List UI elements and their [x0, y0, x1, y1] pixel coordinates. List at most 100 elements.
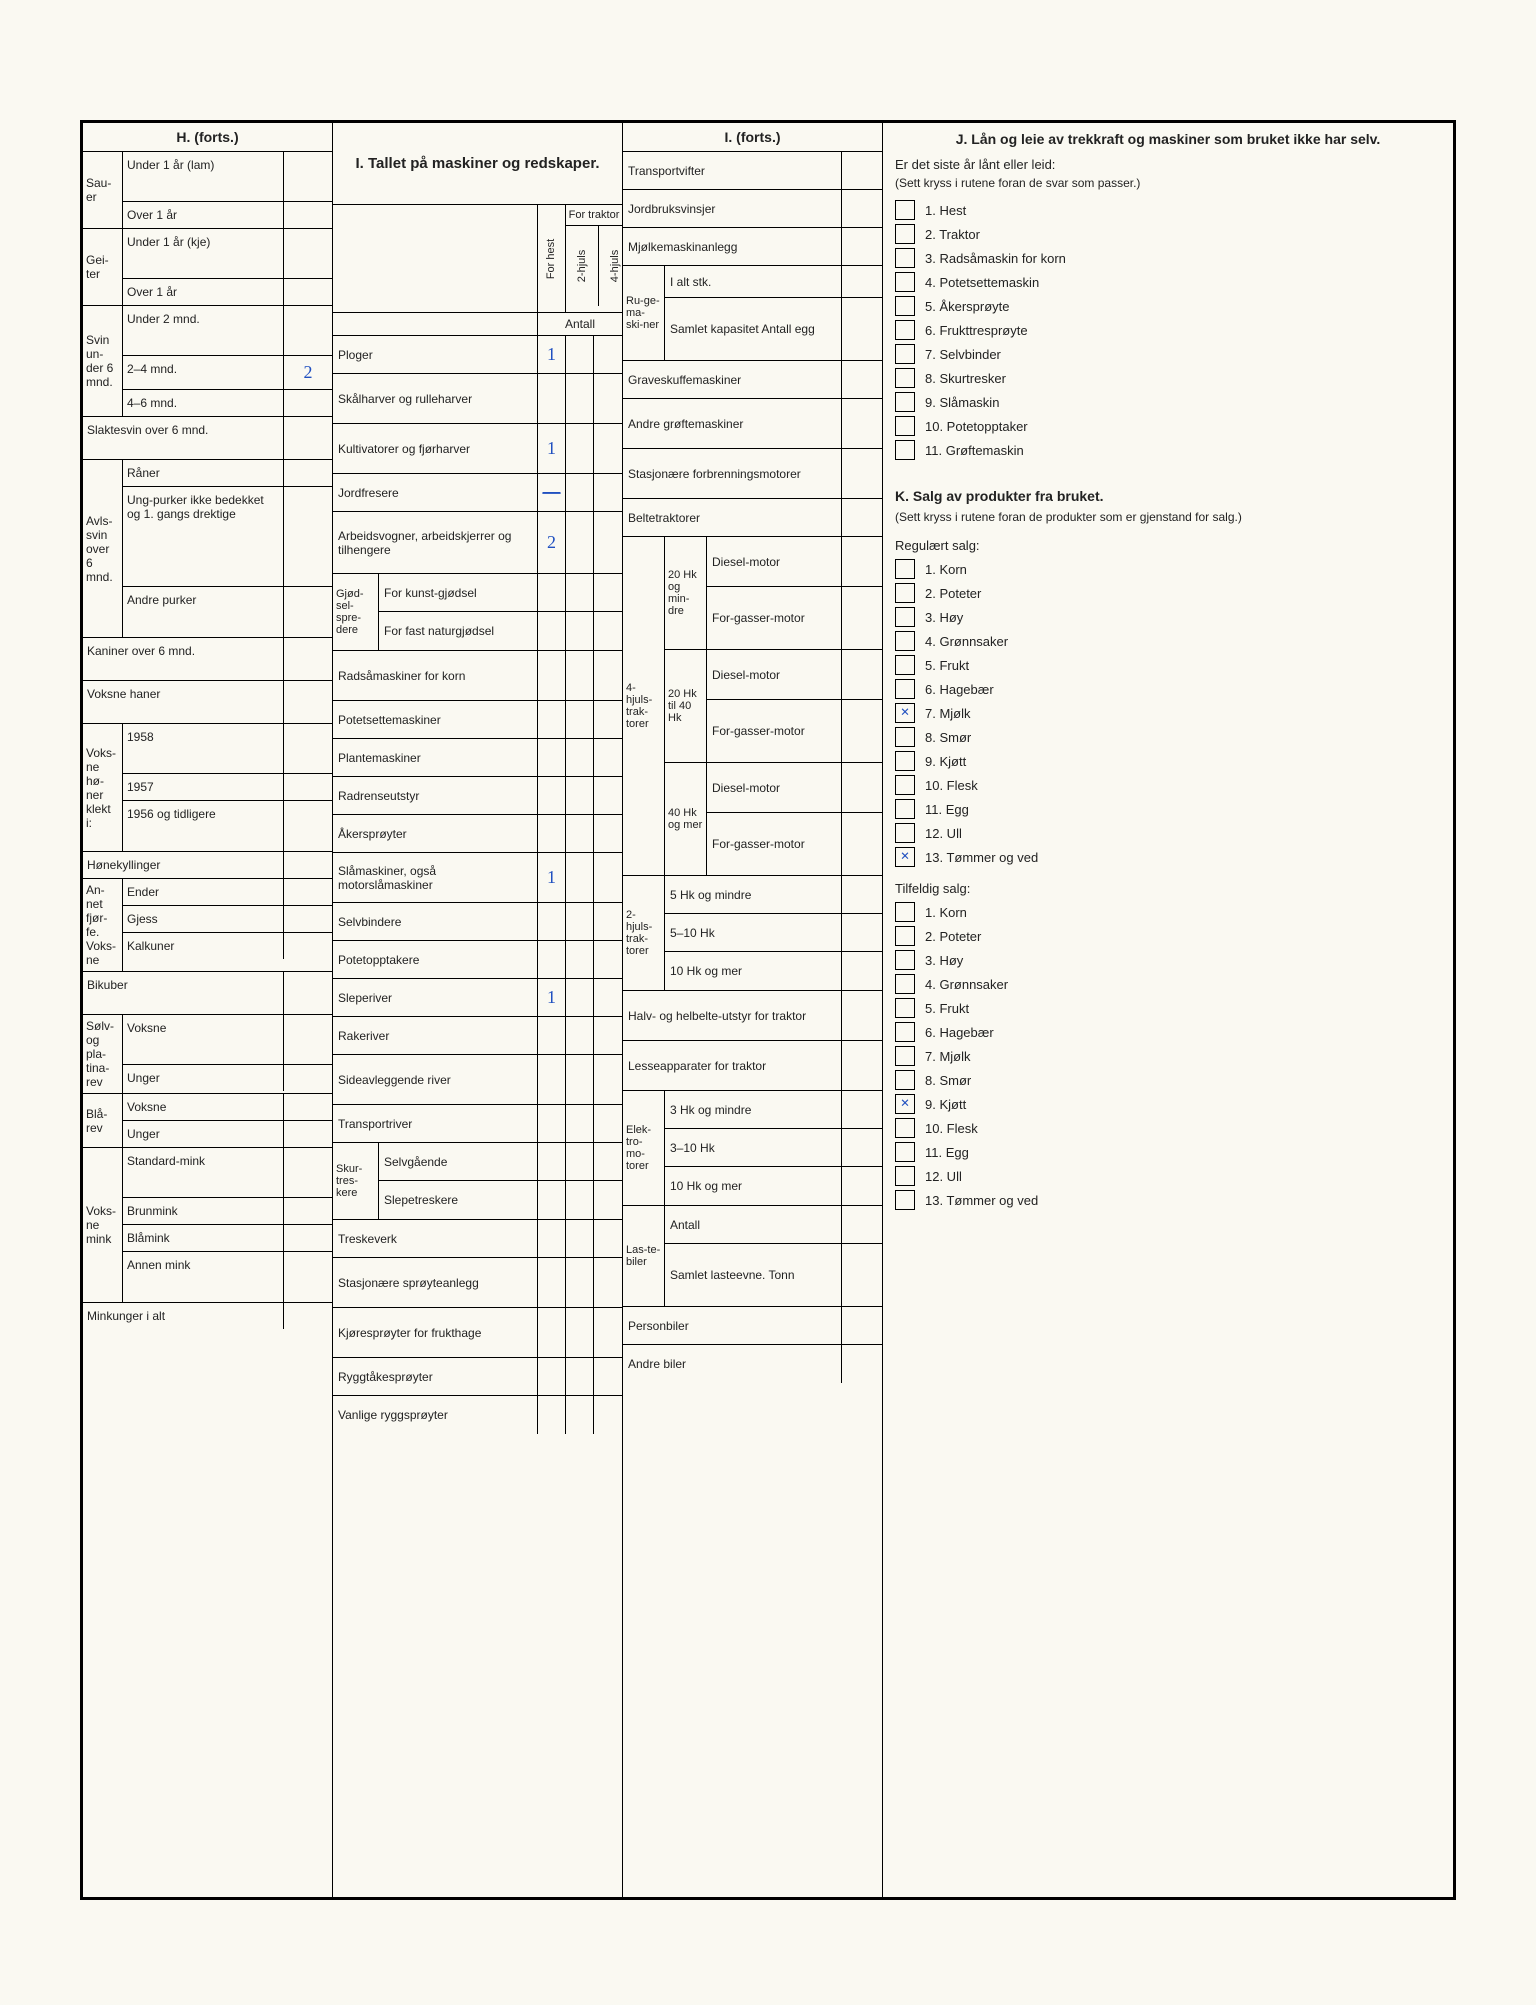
- checkbox-item: 1. Korn: [895, 559, 1441, 579]
- checkbox-item: 10. Flesk: [895, 1118, 1441, 1138]
- checkbox[interactable]: [895, 679, 915, 699]
- checkbox[interactable]: [895, 823, 915, 843]
- checkbox-label: 7. Selvbinder: [925, 347, 1001, 362]
- section-jk: J. Lån og leie av trekkraft og maskiner …: [883, 123, 1453, 1897]
- label-geiter: Gei-ter: [83, 229, 123, 305]
- checkbox[interactable]: [895, 1166, 915, 1186]
- checkbox[interactable]: [895, 1046, 915, 1066]
- checkbox-item: 9. Kjøtt: [895, 751, 1441, 771]
- checkbox-item: 6. Hagebær: [895, 1022, 1441, 1042]
- checkbox-item: 13. Tømmer og ved: [895, 1190, 1441, 1210]
- checkbox-label: 4. Grønnsaker: [925, 634, 1008, 649]
- value-svin-24[interactable]: 2: [284, 356, 332, 389]
- checkbox-label: 13. Tømmer og ved: [925, 1193, 1038, 1208]
- section-i: I. Tallet på maskiner og redskaper. For …: [333, 123, 623, 1897]
- checkbox-item: 11. Egg: [895, 1142, 1441, 1162]
- i-column-headers: For hest For traktor 2-hjuls 4-hjuls: [333, 205, 622, 313]
- checkbox-label: 2. Poteter: [925, 929, 981, 944]
- checkbox[interactable]: [895, 1190, 915, 1210]
- checkbox-label: 8. Smør: [925, 730, 971, 745]
- checkbox-label: 5. Åkersprøyte: [925, 299, 1010, 314]
- checkbox[interactable]: ×: [895, 847, 915, 867]
- checkbox-label: 8. Smør: [925, 1073, 971, 1088]
- checkbox-item: 4. Potetsettemaskin: [895, 272, 1441, 292]
- label-svin: Svin un-der 6 mnd.: [83, 306, 123, 416]
- label-avlssvin: Avls-svin over 6 mnd.: [83, 460, 123, 637]
- checkbox-item: 1. Korn: [895, 902, 1441, 922]
- checkbox[interactable]: [895, 1070, 915, 1090]
- checkbox[interactable]: [895, 926, 915, 946]
- checkbox-item: ×9. Kjøtt: [895, 1094, 1441, 1114]
- checkbox[interactable]: [895, 727, 915, 747]
- checkbox-label: 8. Skurtresker: [925, 371, 1006, 386]
- checkbox[interactable]: ×: [895, 703, 915, 723]
- checkbox-label: 10. Flesk: [925, 778, 978, 793]
- checkbox-item: 5. Frukt: [895, 655, 1441, 675]
- checkbox-label: 6. Hagebær: [925, 1025, 994, 1040]
- k-tilfeldig-header: Tilfeldig salg:: [895, 881, 1441, 896]
- checkbox-label: 9. Kjøtt: [925, 754, 966, 769]
- checkbox-item: ×7. Mjølk: [895, 703, 1441, 723]
- checkbox[interactable]: [895, 655, 915, 675]
- section-i-cont: I. (forts.) Transportvifter Jordbruksvin…: [623, 123, 883, 1897]
- label-annet-fjorfe: An-net fjør-fe. Voks-ne: [83, 879, 123, 971]
- checkbox[interactable]: [895, 631, 915, 651]
- checkbox-item: 3. Høy: [895, 950, 1441, 970]
- checkbox-label: 11. Egg: [925, 1145, 969, 1160]
- checkbox[interactable]: [895, 248, 915, 268]
- checkbox[interactable]: [895, 296, 915, 316]
- checkbox-label: 12. Ull: [925, 1169, 962, 1184]
- checkbox[interactable]: [895, 1118, 915, 1138]
- label-voksne-mink: Voks-ne mink: [83, 1148, 123, 1302]
- checkbox-label: 3. Høy: [925, 953, 963, 968]
- checkbox[interactable]: [895, 583, 915, 603]
- label-solvrev: Sølv- og pla-tina-rev: [83, 1015, 123, 1093]
- checkbox-item: 3. Høy: [895, 607, 1441, 627]
- checkbox-item: 8. Smør: [895, 1070, 1441, 1090]
- header-h: H. (forts.): [83, 123, 332, 152]
- checkbox-label: 13. Tømmer og ved: [925, 850, 1038, 865]
- checkbox-label: 11. Grøftemaskin: [925, 443, 1024, 458]
- checkbox[interactable]: [895, 950, 915, 970]
- checkbox[interactable]: [895, 775, 915, 795]
- checkbox[interactable]: [895, 368, 915, 388]
- checkbox-label: 6. Hagebær: [925, 682, 994, 697]
- checkbox[interactable]: [895, 320, 915, 340]
- checkbox[interactable]: [895, 974, 915, 994]
- checkbox[interactable]: [895, 559, 915, 579]
- label-sauer: Sau-er: [83, 152, 123, 228]
- checkbox-label: 4. Potetsettemaskin: [925, 275, 1039, 290]
- checkbox-label: 4. Grønnsaker: [925, 977, 1008, 992]
- k-tilf-list: 1. Korn 2. Poteter 3. Høy 4. Grønnsaker 5. F…: [895, 902, 1441, 1210]
- checkbox[interactable]: [895, 998, 915, 1018]
- k-reg-list: 1. Korn 2. Poteter 3. Høy 4. Grønnsaker 5. F…: [895, 559, 1441, 867]
- checkbox[interactable]: [895, 224, 915, 244]
- checkbox-label: 10. Potetopptaker: [925, 419, 1028, 434]
- checkbox[interactable]: [895, 1142, 915, 1162]
- checkbox[interactable]: [895, 1022, 915, 1042]
- checkbox[interactable]: [895, 416, 915, 436]
- checkbox[interactable]: [895, 392, 915, 412]
- header-ic: I. (forts.): [623, 123, 882, 152]
- checkbox-label: 5. Frukt: [925, 658, 969, 673]
- checkbox-item: 11. Egg: [895, 799, 1441, 819]
- header-i: I. Tallet på maskiner og redskaper.: [333, 123, 622, 205]
- checkbox[interactable]: [895, 440, 915, 460]
- checkbox[interactable]: ×: [895, 1094, 915, 1114]
- checkbox-label: 11. Egg: [925, 802, 969, 817]
- checkbox-item: 10. Flesk: [895, 775, 1441, 795]
- header-k: K. Salg av produkter fra bruket.: [895, 488, 1441, 504]
- label-vhoner: Voks-ne hø-ner klekt i:: [83, 724, 123, 851]
- checkbox-item: 2. Poteter: [895, 583, 1441, 603]
- checkbox[interactable]: [895, 799, 915, 819]
- checkbox[interactable]: [895, 751, 915, 771]
- checkbox[interactable]: [895, 200, 915, 220]
- checkbox[interactable]: [895, 607, 915, 627]
- checkbox[interactable]: [895, 272, 915, 292]
- checkbox-label: 7. Mjølk: [925, 1049, 971, 1064]
- checkbox-label: 5. Frukt: [925, 1001, 969, 1016]
- checkbox-label: 6. Frukttresprøyte: [925, 323, 1028, 338]
- checkbox[interactable]: [895, 344, 915, 364]
- checkbox-item: 4. Grønnsaker: [895, 631, 1441, 651]
- checkbox[interactable]: [895, 902, 915, 922]
